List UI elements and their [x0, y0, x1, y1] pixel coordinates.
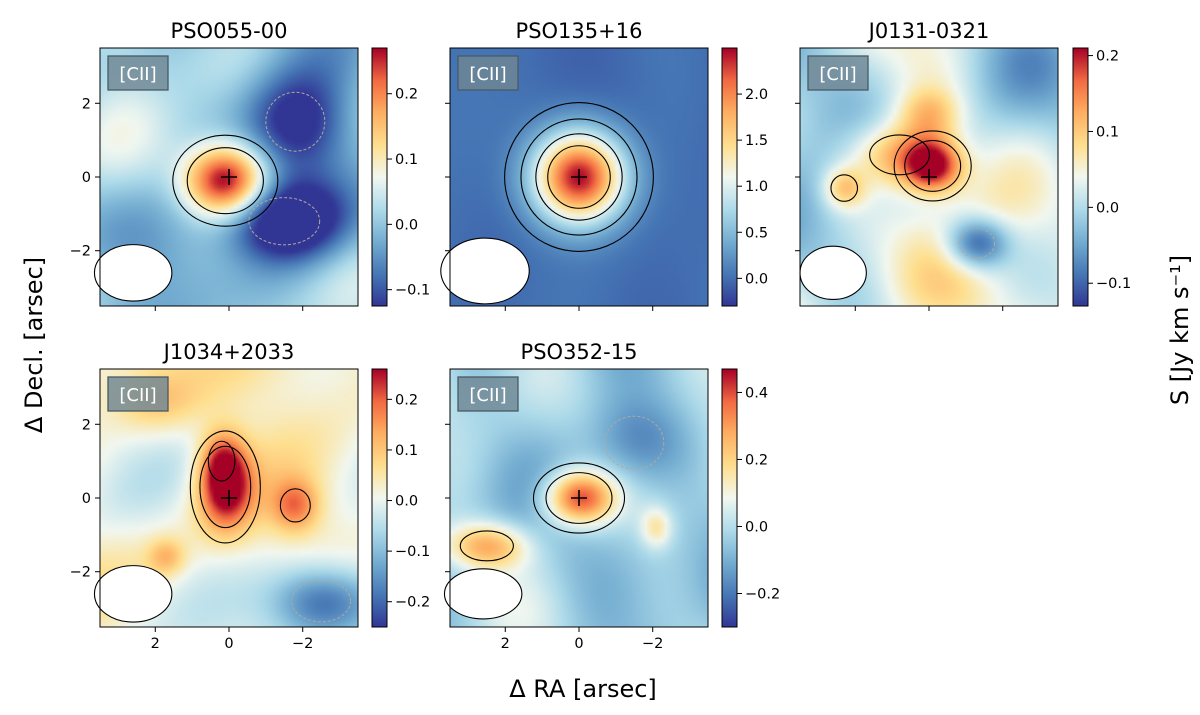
contour-line: [904, 140, 962, 192]
x-tick-label: −2: [292, 636, 313, 652]
x-tick-label: 2: [501, 636, 510, 652]
colorbar: [1072, 47, 1089, 307]
contour-line: [186, 147, 264, 215]
x-tick-label: 2: [151, 636, 160, 652]
negative-contour-line: [265, 91, 326, 152]
colorbar-tick-label: 0.4: [745, 385, 768, 401]
y-tick-label: 0: [82, 170, 91, 186]
colorbar-tick-label: −0.1: [395, 283, 430, 299]
colorbar-label: S [Jy km s⁻¹]: [1166, 255, 1194, 405]
colorbar-tick-label: −0.2: [395, 595, 430, 611]
colorbar-tick-label: 0.1: [395, 443, 418, 459]
panel-title: PSO135+16: [516, 19, 643, 43]
panel-title: J1034+2033: [162, 340, 295, 364]
beam-ellipse: [443, 568, 523, 620]
line-label: [CII]: [819, 64, 856, 85]
contour-line: [279, 488, 311, 523]
beam-ellipse: [93, 244, 173, 302]
colorbar-tick-label: 0.2: [1096, 49, 1119, 65]
quasar-position-marker: [571, 490, 587, 506]
contour-line: [532, 462, 626, 534]
colorbar-tick-label: 0.0: [395, 217, 418, 233]
contour-line: [459, 530, 514, 562]
y-tick-label: 2: [82, 417, 91, 433]
colorbar-tick-label: 0.1: [1096, 124, 1119, 140]
negative-contour-line: [248, 197, 321, 246]
y-tick-label: −2: [70, 565, 91, 581]
colorbar-tick-label: 1.5: [745, 133, 768, 149]
line-label-box: [807, 55, 869, 91]
line-label: [CII]: [469, 64, 506, 85]
panel-2: [CII] PSO135+16 2.0 1.5 1.0 0.5 0.0: [440, 19, 768, 311]
contour-line: [535, 133, 623, 221]
x-axis-label: Δ RA [arsec]: [509, 675, 657, 703]
panel-5: [CII] PSO352-15 2 0 −2 0.4 0.2 0.0 −0.2: [443, 340, 780, 652]
colorbar-tick-label: −0.1: [395, 544, 430, 560]
colorbar-tick-label: 0.1: [395, 152, 418, 168]
colorbar-tick-label: 0.0: [1096, 200, 1119, 216]
colorbar-tick-label: −0.2: [745, 586, 780, 602]
y-tick-label: 2: [82, 96, 91, 112]
contour-line: [189, 430, 261, 544]
contour-line: [520, 118, 638, 236]
beam-ellipse: [93, 565, 173, 623]
panel-4: [CII] J1034+2033 2 0 −2 2 0 −2 0.2 0.1 0.0 −0.1 −0.2: [70, 340, 431, 652]
panel-title: PSO352-15: [521, 340, 638, 364]
line-label-box: [457, 55, 519, 91]
contour-line: [504, 102, 654, 252]
contour-line: [869, 134, 930, 176]
quasar-position-marker: [571, 169, 587, 185]
contour-line: [207, 440, 236, 482]
x-tick-label: 0: [574, 636, 583, 652]
colorbar-tick-label: 2.0: [745, 87, 768, 103]
colorbar: [371, 47, 388, 307]
contour-line: [893, 130, 972, 202]
colorbar-tick-label: 1.0: [745, 179, 768, 195]
colorbar-tick-label: 0.0: [395, 494, 418, 510]
panel-1: [CII] PSO055-00 2 0 −2 0.2 0.1 0.0 −0.1: [70, 19, 430, 311]
quasar-position-marker: [221, 490, 237, 506]
line-label-box: [107, 55, 169, 91]
negative-contour-line: [604, 415, 665, 470]
colorbar: [371, 368, 388, 628]
colorbar-tick-label: 0.0: [745, 519, 768, 535]
negative-contour-line: [291, 580, 352, 623]
colorbar-tick-label: 0.2: [745, 452, 768, 468]
contour-line: [547, 145, 611, 209]
panel-3: [CII] J0131-0321 0.2 0.1 0.0 −0.1: [795, 19, 1131, 311]
y-tick-label: −2: [70, 244, 91, 260]
line-label: [CII]: [469, 385, 506, 406]
line-label-box: [107, 376, 169, 412]
colorbar: [721, 368, 738, 628]
beam-ellipse: [440, 237, 530, 305]
colorbar-tick-label: 0.0: [745, 271, 768, 287]
colorbar-tick-label: 0.2: [395, 87, 418, 103]
beam-ellipse: [799, 245, 867, 301]
y-axis-label: Δ Decl. [arsec]: [20, 257, 48, 433]
y-tick-label: 0: [82, 491, 91, 507]
panel-title: J0131-0321: [867, 19, 990, 43]
negative-contour-line: [958, 228, 996, 259]
colorbar-tick-label: −0.1: [1096, 276, 1131, 292]
contour-line: [545, 472, 613, 524]
contour-line: [199, 445, 252, 529]
contour-line: [830, 174, 859, 202]
colorbar-tick-label: 0.2: [395, 392, 418, 408]
panel-title: PSO055-00: [171, 19, 288, 43]
colorbar: [721, 47, 738, 307]
contour-line: [172, 134, 279, 227]
colorbar-tick-label: 0.5: [745, 225, 768, 241]
x-tick-label: −2: [642, 636, 663, 652]
line-label-box: [457, 376, 519, 412]
line-label: [CII]: [119, 64, 156, 85]
quasar-position-marker: [921, 169, 937, 185]
quasar-position-marker: [221, 169, 237, 185]
line-label: [CII]: [119, 385, 156, 406]
x-tick-label: 0: [224, 636, 233, 652]
